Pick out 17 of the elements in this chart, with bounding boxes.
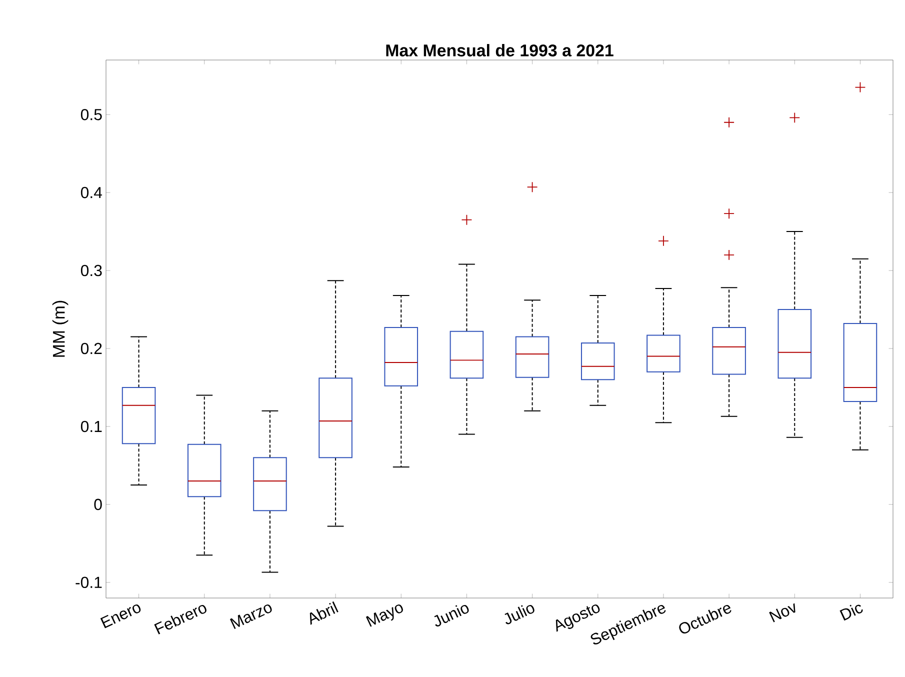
- x-tick-label: Marzo: [230, 604, 272, 630]
- x-tick-label: Enero: [100, 604, 141, 628]
- x-tick-label: Abril: [310, 601, 338, 625]
- x-tick-label: Nov: [769, 603, 796, 622]
- x-tick-label: Junio: [434, 605, 469, 627]
- chart-title: Max Mensual de 1993 a 2021: [386, 44, 614, 56]
- y-tick-label: 0.3: [80, 264, 102, 276]
- y-tick-label: 0: [94, 498, 102, 510]
- y-tick-label: 0.2: [80, 342, 102, 354]
- x-tick-label: Dic: [840, 604, 863, 621]
- y-tick-label: 0.4: [80, 186, 102, 198]
- y-axis-title: MM (m): [52, 300, 68, 357]
- x-tick-label: Mayo: [366, 604, 403, 627]
- x-tick-label: Julio: [504, 605, 534, 624]
- y-tick-label: 0.1: [80, 420, 102, 432]
- y-tick-label: 0.5: [80, 108, 102, 120]
- y-tick-label: -0.1: [76, 576, 102, 588]
